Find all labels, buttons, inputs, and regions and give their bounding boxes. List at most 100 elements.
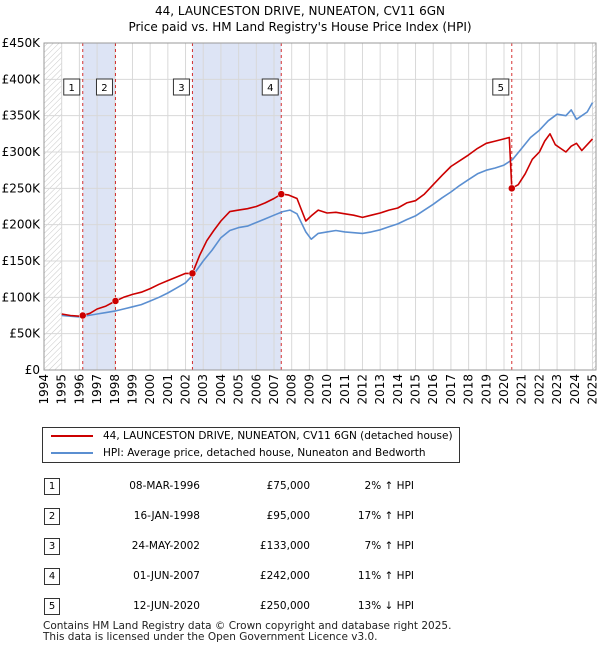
table-row: 5 12-JUN-2020 £250,000 13% ↓ HPI xyxy=(42,591,414,621)
sale-date: 12-JUN-2020 xyxy=(133,600,200,612)
sale-marker-badge: 5 xyxy=(44,597,60,615)
x-tick-label: 1999 xyxy=(125,374,139,405)
sale-label-box xyxy=(172,78,190,96)
sale-point xyxy=(111,297,120,305)
x-tick-label: 2019 xyxy=(479,374,493,405)
table-row: 4 01-JUN-2007 £242,000 11% ↑ HPI xyxy=(42,561,414,591)
x-tick-label: 1995 xyxy=(55,374,69,405)
x-tick-label: 2009 xyxy=(302,374,316,405)
sale-price: £95,000 xyxy=(266,510,310,522)
x-tick-label: 2003 xyxy=(196,374,210,405)
x-tick-label: 1997 xyxy=(90,374,104,405)
sale-point xyxy=(508,184,516,193)
footer-attribution: Contains HM Land Registry data © Crown c… xyxy=(43,621,451,643)
sale-marker-badge: 1 xyxy=(44,477,60,495)
sale-label-box xyxy=(261,78,279,96)
legend-swatch-hpi xyxy=(51,452,93,454)
x-tick-label: 2014 xyxy=(391,374,405,405)
sale-label-number: 3 xyxy=(178,83,184,94)
sale-price: £250,000 xyxy=(259,600,310,612)
sale-price: £75,000 xyxy=(266,480,310,492)
sale-hpi-diff: 2% ↑ HPI xyxy=(364,480,414,492)
x-tick-label: 2012 xyxy=(355,374,369,405)
x-tick-label: 2015 xyxy=(409,374,423,405)
x-tick-label: 2018 xyxy=(462,374,476,405)
x-tick-label: 2016 xyxy=(426,374,440,405)
y-tick-label: £400K xyxy=(2,72,42,86)
legend-label-hpi: HPI: Average price, detached house, Nune… xyxy=(103,447,426,459)
sale-hpi-diff: 13% ↓ HPI xyxy=(357,600,414,612)
x-tick-label: 2004 xyxy=(214,374,228,405)
table-row: 1 08-MAR-1996 £75,000 2% ↑ HPI xyxy=(42,471,414,501)
sales-table: 1 08-MAR-1996 £75,000 2% ↑ HPI 2 16-JAN-… xyxy=(42,471,414,621)
hpi-line xyxy=(61,102,594,318)
y-tick-label: £150K xyxy=(2,254,42,268)
sale-label-number: 5 xyxy=(498,83,504,94)
footer-line-copyright: Contains HM Land Registry data © Crown c… xyxy=(43,620,452,632)
sale-date: 16-JAN-1998 xyxy=(133,510,200,522)
sale-period-shade xyxy=(192,43,282,370)
y-tick-label: £250K xyxy=(2,181,42,195)
sale-point xyxy=(78,311,87,320)
y-tick-label: £350K xyxy=(2,109,42,123)
sale-label-box xyxy=(95,78,113,96)
legend-item-hpi: HPI: Average price, detached house, Nune… xyxy=(51,445,425,461)
y-tick-label: £50K xyxy=(9,327,41,341)
x-tick-label: 2010 xyxy=(320,374,334,405)
x-tick-label: 2000 xyxy=(143,374,157,405)
x-tick-label: 2008 xyxy=(285,374,299,405)
x-tick-label: 2017 xyxy=(444,374,458,405)
table-row: 3 24-MAY-2002 £133,000 7% ↑ HPI xyxy=(42,531,414,561)
x-tick-label: 2007 xyxy=(267,374,281,405)
plot-border xyxy=(43,42,597,371)
sale-marker-badge: 2 xyxy=(44,507,60,525)
sale-label-number: 1 xyxy=(69,83,75,94)
y-tick-label: £300K xyxy=(2,145,42,159)
x-tick-label: 2025 xyxy=(585,374,599,405)
y-tick-label: £200K xyxy=(2,218,42,232)
chart-legend: 44, LAUNCESTON DRIVE, NUNEATON, CV11 6GN… xyxy=(42,427,460,463)
sale-price: £242,000 xyxy=(259,570,310,582)
x-tick-label: 2011 xyxy=(338,374,352,405)
sale-label-box xyxy=(492,78,510,96)
price-paid-line xyxy=(61,133,594,317)
sale-label-number: 2 xyxy=(101,83,107,94)
x-tick-label: 2001 xyxy=(161,374,175,405)
x-tick-label: 2006 xyxy=(249,374,263,405)
x-tick-label: 2021 xyxy=(515,374,529,405)
legend-item-price: 44, LAUNCESTON DRIVE, NUNEATON, CV11 6GN… xyxy=(51,428,453,444)
chart-subtitle: Price paid vs. HM Land Registry's House … xyxy=(128,20,472,34)
no-data-hatch xyxy=(44,43,62,370)
sale-label-box xyxy=(63,78,81,96)
sale-marker-badge: 4 xyxy=(44,567,60,585)
x-tick-label: 1998 xyxy=(108,374,122,405)
x-tick-label: 2005 xyxy=(232,374,246,405)
sale-date: 24-MAY-2002 xyxy=(131,540,200,552)
price-chart: £0 £50K £100K £150K £200K £250K £300K £350K £400… xyxy=(2,36,600,405)
sale-date: 01-JUN-2007 xyxy=(133,570,200,582)
sale-point xyxy=(277,190,286,198)
legend-swatch-price xyxy=(51,435,93,437)
no-data-hatch xyxy=(592,43,596,370)
legend-label-price: 44, LAUNCESTON DRIVE, NUNEATON, CV11 6GN… xyxy=(103,430,453,442)
sale-hpi-diff: 17% ↑ HPI xyxy=(357,510,414,522)
x-tick-label: 2002 xyxy=(179,374,193,405)
sale-price: £133,000 xyxy=(259,540,310,552)
sale-hpi-diff: 7% ↑ HPI xyxy=(364,540,414,552)
footer-line-licence: This data is licensed under the Open Gov… xyxy=(43,631,378,643)
sale-point xyxy=(188,269,197,278)
x-tick-label: 1996 xyxy=(72,374,86,405)
table-row: 2 16-JAN-1998 £95,000 17% ↑ HPI xyxy=(42,501,414,531)
x-tick-label: 1994 xyxy=(37,374,51,405)
sale-label-number: 4 xyxy=(267,83,273,94)
y-tick-label: £0 xyxy=(25,363,40,377)
sale-marker-badge: 3 xyxy=(44,537,60,555)
sale-date: 08-MAR-1996 xyxy=(129,480,200,492)
x-tick-label: 2023 xyxy=(550,374,564,405)
y-tick-label: £450K xyxy=(2,36,42,50)
x-tick-label: 2020 xyxy=(497,374,511,405)
x-tick-label: 2024 xyxy=(568,374,582,405)
sale-hpi-diff: 11% ↑ HPI xyxy=(357,570,414,582)
y-tick-label: £100K xyxy=(2,290,42,304)
x-tick-label: 2013 xyxy=(373,374,387,405)
